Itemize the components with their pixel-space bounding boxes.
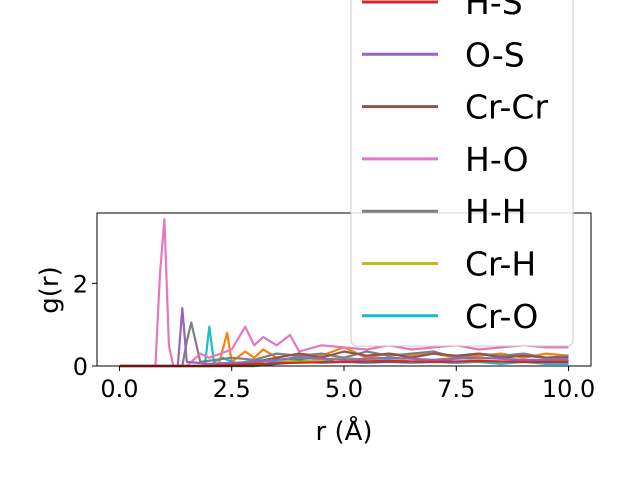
x-axis-ticks: 0.0 2.5 5.0 7.5 10.0	[100, 366, 595, 403]
y-tick-label: 2	[73, 270, 88, 298]
legend-label: Cr-Cr	[465, 88, 548, 127]
legend: H-S O-S Cr-Cr H-O H-H Cr-H Cr-O	[350, 0, 574, 347]
legend-label: H-S	[465, 0, 523, 22]
series-line-3	[119, 218, 569, 368]
y-tick-label: 0	[73, 353, 88, 381]
legend-box	[350, 0, 574, 347]
series-line-1	[119, 307, 569, 368]
legend-label: Cr-H	[465, 245, 536, 284]
x-tick-label: 7.5	[437, 375, 475, 403]
x-axis-label: r (Å)	[315, 415, 372, 447]
x-tick-label: 10.0	[542, 375, 595, 403]
x-tick-label: 2.5	[213, 375, 251, 403]
y-axis-ticks: 02	[73, 270, 97, 381]
x-tick-label: 0.0	[100, 375, 138, 403]
legend-label: Cr-O	[465, 297, 538, 336]
series-line-2	[119, 350, 569, 368]
series-line-0	[119, 359, 569, 368]
x-tick-label: 5.0	[325, 375, 363, 403]
legend-label: H-H	[465, 192, 527, 231]
series-line-4	[119, 321, 569, 368]
legend-label: H-O	[465, 140, 529, 179]
plot-lines	[119, 218, 569, 368]
legend-label: O-S	[465, 35, 525, 74]
y-axis-label: g(r)	[35, 266, 65, 313]
